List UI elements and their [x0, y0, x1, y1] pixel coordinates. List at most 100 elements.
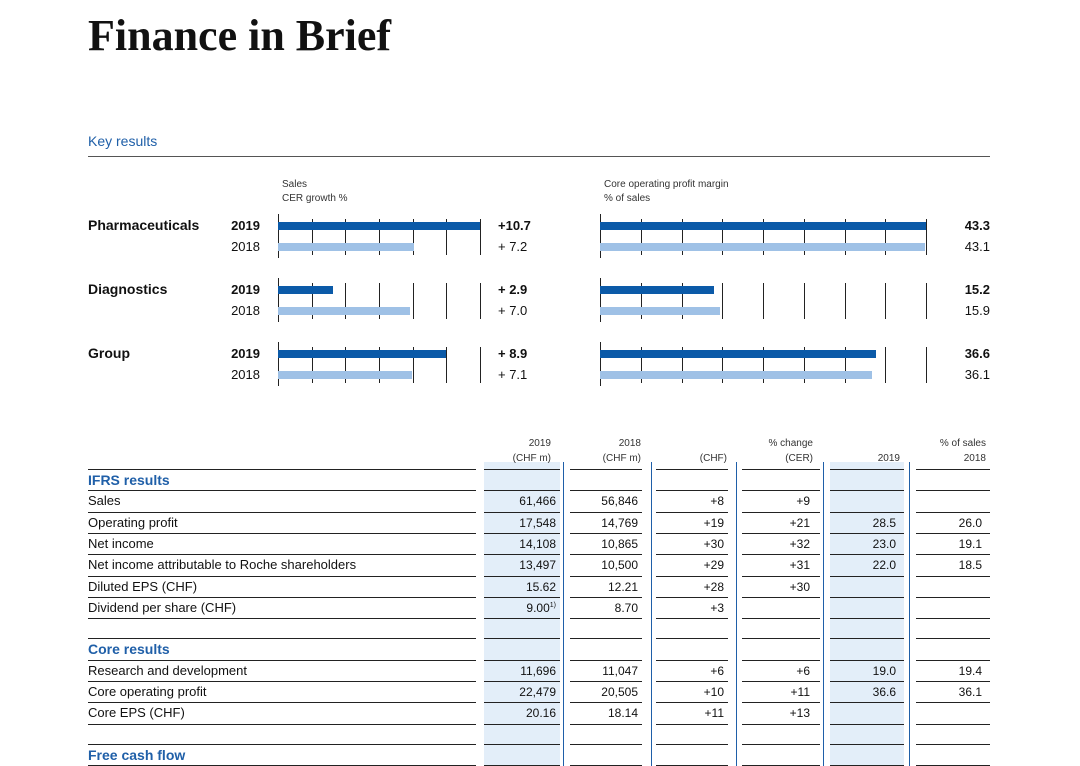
- header-text: % change: [768, 438, 813, 449]
- cell-v2018: 14,769: [570, 516, 638, 530]
- cell-value: 20.16: [525, 706, 556, 721]
- row-rule: [656, 659, 728, 661]
- row-rule: [570, 554, 642, 556]
- sales-axis-line: [278, 342, 279, 386]
- sales-grid-tick: [345, 283, 346, 319]
- row-rule: [916, 469, 990, 470]
- cell-value: +3: [710, 600, 724, 615]
- row-rule: [830, 596, 904, 598]
- row-rule: [916, 659, 990, 661]
- col-sep: [563, 462, 564, 766]
- margin-grid-tick: [682, 219, 683, 255]
- cell-value: +21: [789, 515, 810, 530]
- sales-grid-tick: [345, 347, 346, 383]
- row-rule: [916, 618, 990, 620]
- cell-value: 13,497: [519, 558, 556, 573]
- year-label: 2018: [231, 367, 260, 382]
- year-label: 2018: [231, 303, 260, 318]
- cell-s2019: 28.5: [830, 516, 896, 530]
- cell-value: +31: [789, 558, 810, 573]
- row-rule: [656, 743, 728, 745]
- sales-bar-2019: [278, 286, 333, 294]
- sales-grid-tick: [446, 219, 447, 255]
- header-sales-2019: 2019: [877, 453, 900, 464]
- row-rule: [742, 532, 820, 534]
- row-rule: [830, 532, 904, 534]
- cell-v2019: 15.62: [484, 580, 556, 594]
- cell-value: +11: [704, 706, 724, 721]
- row-rule: [656, 596, 728, 598]
- cell-chf: +10: [656, 685, 724, 699]
- row-rule: [916, 702, 990, 704]
- cell-value: +11: [790, 684, 810, 699]
- row-rule: [484, 575, 560, 577]
- row-rule: [742, 618, 820, 620]
- segment-label: Pharmaceuticals: [88, 217, 200, 233]
- row-rule: [570, 680, 642, 682]
- year-label: 2019: [231, 282, 260, 297]
- header-sales-2018: % of sales 2018: [915, 436, 986, 466]
- row-rule: [88, 596, 476, 598]
- sales-chart-title: Sales: [282, 179, 308, 190]
- sales-data-label-2019: +10.7: [498, 218, 531, 233]
- row-rule: [656, 511, 728, 513]
- cell-v2018: 8.70: [570, 601, 638, 615]
- row-rule: [88, 723, 476, 725]
- cell-cer: +21: [742, 516, 810, 530]
- header-text: (CER): [785, 453, 813, 464]
- cell-value: 11,696: [520, 663, 556, 678]
- sales-grid-tick: [413, 219, 414, 255]
- margin-bar-2018: [600, 243, 925, 251]
- margin-grid-tick: [885, 283, 886, 319]
- cell-value: +9: [796, 494, 810, 509]
- row-rule: [916, 575, 990, 577]
- cell-value: +8: [710, 494, 724, 509]
- sales-data-label-2018: + 7.0: [498, 303, 528, 318]
- row-rule: [88, 659, 476, 661]
- margin-bar-2018: [600, 307, 720, 315]
- cell-value: +28: [703, 579, 724, 594]
- row-rule: [742, 469, 820, 470]
- cell-cer: +30: [742, 580, 810, 594]
- margin-bar-2019: [600, 222, 926, 230]
- cell-value: +19: [703, 515, 724, 530]
- margin-data-label-2018: 36.1: [964, 367, 990, 382]
- row-rule: [570, 638, 642, 640]
- row-rule: [484, 596, 560, 598]
- cell-value: +10: [703, 684, 724, 699]
- footnote-marker: 1): [549, 601, 556, 609]
- row-rule: [830, 618, 904, 620]
- row-rule: [88, 532, 476, 534]
- row-rule: [916, 554, 990, 556]
- margin-grid-tick: [885, 347, 886, 383]
- row-label: Core EPS (CHF): [88, 705, 185, 721]
- margin-grid-tick: [641, 219, 642, 255]
- header-text: (CHF m): [602, 453, 641, 464]
- year-label: 2019: [231, 346, 260, 361]
- sales-grid-tick: [345, 219, 346, 255]
- cell-value: 10,500: [601, 558, 638, 573]
- row-rule: [88, 575, 476, 577]
- row-rule: [830, 511, 904, 513]
- cell-value: 15.62: [525, 579, 556, 594]
- cell-v2018: 10,500: [570, 558, 638, 572]
- sales-grid-tick: [413, 347, 414, 383]
- row-rule: [570, 618, 642, 620]
- row-rule: [570, 723, 642, 725]
- cell-value: 14,769: [601, 515, 638, 530]
- margin-chart-header: Core operating profit margin % of sales: [604, 178, 729, 206]
- cell-chf: +11: [656, 706, 724, 720]
- cell-value: 56,846: [601, 494, 638, 509]
- row-rule: [88, 554, 476, 556]
- row-rule: [830, 575, 904, 577]
- row-rule: [830, 469, 904, 470]
- margin-grid-tick: [641, 283, 642, 319]
- margin-grid-tick: [722, 283, 723, 319]
- cell-s2019: 23.0: [830, 537, 896, 551]
- cell-value: +29: [703, 558, 724, 573]
- row-rule: [656, 554, 728, 556]
- sales-bar-2018: [278, 243, 414, 251]
- year-label: 2019: [231, 218, 260, 233]
- sales-grid-tick: [480, 347, 481, 383]
- row-rule: [570, 659, 642, 661]
